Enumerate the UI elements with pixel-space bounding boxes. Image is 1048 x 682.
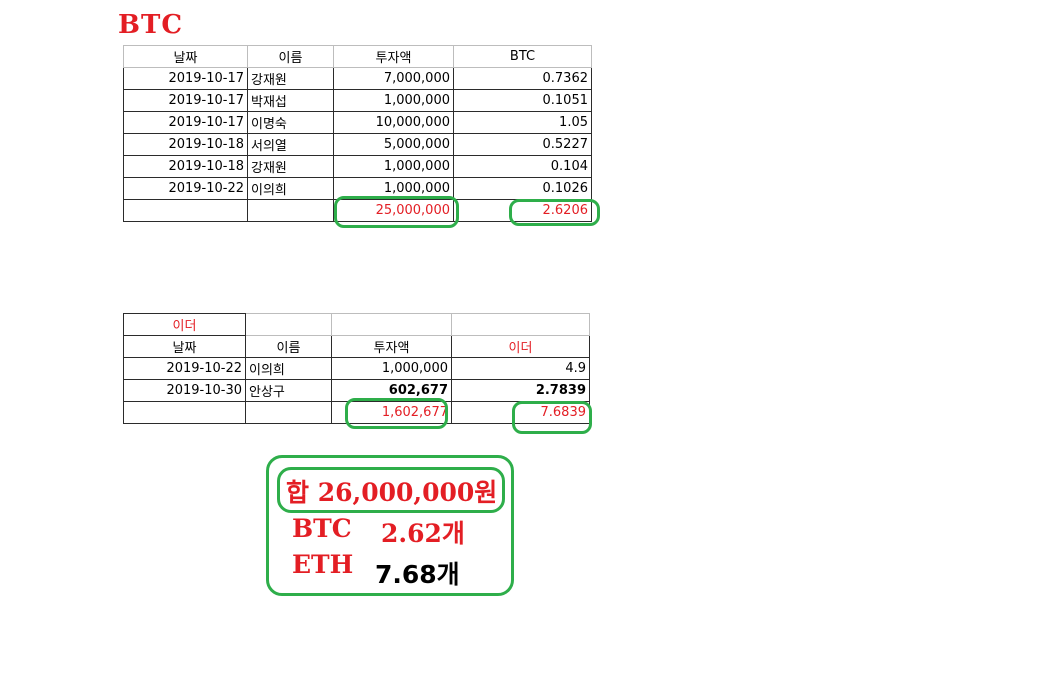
table-row: 2019-10-22 이의희 1,000,000 0.1026 (123, 177, 592, 200)
table-row: 2019-10-30 안상구 602,677 2.7839 (123, 379, 590, 402)
cell-name[interactable]: 서의열 (247, 133, 334, 156)
header-amount[interactable]: 투자액 (331, 335, 452, 358)
cell-name[interactable]: 강재원 (247, 155, 334, 178)
cell-date[interactable]: 2019-10-18 (123, 155, 248, 178)
eth-label[interactable]: 이더 (123, 313, 246, 336)
cell-empty[interactable] (451, 313, 590, 336)
btc-title: BTC (118, 10, 184, 40)
btc-total-amount-highlight (334, 196, 459, 228)
cell-amount[interactable]: 1,000,000 (333, 155, 454, 178)
cell-amount[interactable]: 10,000,000 (333, 111, 454, 134)
header-name[interactable]: 이름 (247, 45, 334, 68)
header-date[interactable]: 날짜 (123, 45, 248, 68)
cell-coin[interactable]: 0.1051 (453, 89, 592, 112)
cell-name[interactable]: 이의희 (247, 177, 334, 200)
header-name[interactable]: 이름 (245, 335, 332, 358)
cell-amount[interactable]: 5,000,000 (333, 133, 454, 156)
eth-header-row: 날짜 이름 투자액 이더 (123, 335, 590, 358)
cell-name[interactable]: 강재원 (247, 67, 334, 90)
table-row: 2019-10-17 이명숙 10,000,000 1.05 (123, 111, 592, 134)
cell-amount[interactable]: 1,000,000 (333, 89, 454, 112)
total-row: 1,602,677 7.6839 (123, 401, 590, 424)
header-date[interactable]: 날짜 (123, 335, 246, 358)
cell-coin[interactable]: 0.1026 (453, 177, 592, 200)
cell-coin[interactable]: 0.5227 (453, 133, 592, 156)
header-btc[interactable]: BTC (453, 45, 592, 68)
cell-coin[interactable]: 0.7362 (453, 67, 592, 90)
eth-total-amount[interactable]: 1,602,677 (331, 401, 452, 424)
header-eth[interactable]: 이더 (451, 335, 590, 358)
table-row: 2019-10-17 강재원 7,000,000 0.7362 (123, 67, 592, 90)
cell-empty[interactable] (245, 401, 332, 424)
cell-amount[interactable]: 1,000,000 (333, 177, 454, 200)
eth-table: 이더 날짜 이름 투자액 이더 2019-10-22 이의희 1,000,000… (123, 313, 590, 424)
cell-name[interactable]: 이명숙 (247, 111, 334, 134)
summary-total-highlight (277, 467, 505, 513)
cell-name[interactable]: 박재섭 (247, 89, 334, 112)
summary-total: 합 26,000,000원 (286, 478, 498, 507)
cell-date[interactable]: 2019-10-22 (123, 177, 248, 200)
cell-amount[interactable]: 1,000,000 (331, 357, 452, 380)
cell-coin[interactable]: 4.9 (451, 357, 590, 380)
table-row: 2019-10-18 서의열 5,000,000 0.5227 (123, 133, 592, 156)
cell-date[interactable]: 2019-10-30 (123, 379, 246, 402)
cell-coin[interactable]: 1.05 (453, 111, 592, 134)
eth-total-coin-highlight (512, 401, 592, 434)
btc-total-coin[interactable]: 2.6206 (453, 199, 592, 222)
cell-amount[interactable]: 7,000,000 (333, 67, 454, 90)
cell-date[interactable]: 2019-10-17 (123, 89, 248, 112)
cell-empty[interactable] (123, 401, 246, 424)
cell-empty[interactable] (331, 313, 452, 336)
cell-name[interactable]: 안상구 (245, 379, 332, 402)
summary-box (266, 455, 514, 596)
header-amount[interactable]: 투자액 (333, 45, 454, 68)
cell-empty[interactable] (247, 199, 334, 222)
cell-date[interactable]: 2019-10-18 (123, 133, 248, 156)
cell-date[interactable]: 2019-10-17 (123, 111, 248, 134)
cell-name[interactable]: 이의희 (245, 357, 332, 380)
summary-btc-label: BTC (292, 514, 352, 543)
cell-date[interactable]: 2019-10-17 (123, 67, 248, 90)
cell-empty[interactable] (123, 199, 248, 222)
btc-total-coin-highlight (509, 199, 600, 226)
cell-empty[interactable] (245, 313, 332, 336)
summary-btc-value: 2.62개 (381, 519, 465, 548)
table-row: 2019-10-17 박재섭 1,000,000 0.1051 (123, 89, 592, 112)
summary-eth-value: 7.68개 (375, 560, 460, 589)
cell-coin[interactable]: 2.7839 (451, 379, 590, 402)
table-row: 2019-10-18 강재원 1,000,000 0.104 (123, 155, 592, 178)
eth-total-amount-highlight (345, 398, 448, 429)
summary-eth-label: ETH (292, 550, 354, 579)
eth-total-coin[interactable]: 7.6839 (451, 401, 590, 424)
cell-date[interactable]: 2019-10-22 (123, 357, 246, 380)
eth-label-row: 이더 (123, 313, 590, 336)
cell-coin[interactable]: 0.104 (453, 155, 592, 178)
btc-header-row: 날짜 이름 투자액 BTC (123, 45, 592, 68)
table-row: 2019-10-22 이의희 1,000,000 4.9 (123, 357, 590, 380)
